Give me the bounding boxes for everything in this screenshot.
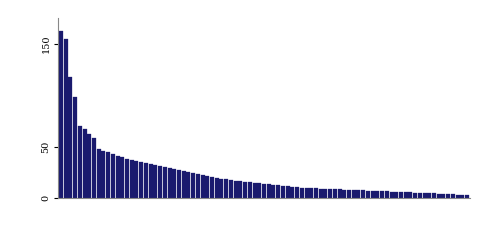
- Bar: [347, 190, 351, 198]
- Bar: [408, 192, 412, 198]
- Bar: [281, 186, 285, 198]
- Bar: [456, 194, 460, 198]
- Bar: [252, 182, 257, 198]
- Bar: [154, 165, 157, 198]
- Bar: [286, 186, 289, 198]
- Bar: [357, 190, 360, 198]
- Bar: [442, 194, 445, 198]
- Bar: [257, 183, 261, 198]
- Bar: [149, 164, 153, 198]
- Bar: [68, 77, 72, 198]
- Bar: [465, 195, 469, 198]
- Bar: [139, 162, 143, 198]
- Bar: [276, 185, 280, 198]
- Bar: [290, 187, 294, 198]
- Bar: [59, 31, 63, 198]
- Bar: [314, 188, 318, 198]
- Bar: [324, 189, 327, 198]
- Bar: [309, 188, 313, 198]
- Bar: [229, 180, 233, 198]
- Bar: [234, 180, 238, 198]
- Bar: [78, 126, 82, 198]
- Bar: [295, 187, 299, 198]
- Bar: [371, 191, 374, 198]
- Bar: [333, 189, 337, 198]
- Bar: [262, 184, 266, 198]
- Bar: [385, 191, 389, 198]
- Bar: [73, 97, 77, 198]
- Bar: [224, 180, 228, 198]
- Bar: [432, 194, 436, 198]
- Bar: [186, 172, 191, 198]
- Bar: [239, 181, 242, 198]
- Bar: [101, 151, 106, 198]
- Bar: [158, 166, 162, 198]
- Bar: [394, 192, 398, 198]
- Bar: [96, 149, 101, 198]
- Bar: [328, 189, 332, 198]
- Bar: [319, 189, 323, 198]
- Bar: [163, 167, 167, 198]
- Bar: [196, 174, 200, 198]
- Bar: [201, 175, 204, 198]
- Bar: [437, 194, 441, 198]
- Bar: [427, 193, 432, 198]
- Bar: [172, 169, 176, 198]
- Bar: [271, 185, 276, 198]
- Bar: [191, 173, 195, 198]
- Bar: [219, 179, 224, 198]
- Bar: [375, 191, 379, 198]
- Bar: [352, 190, 356, 198]
- Bar: [83, 129, 86, 198]
- Bar: [361, 190, 365, 198]
- Bar: [366, 191, 370, 198]
- Bar: [144, 163, 148, 198]
- Bar: [451, 194, 455, 198]
- Bar: [92, 138, 96, 198]
- Bar: [413, 193, 417, 198]
- Bar: [404, 192, 408, 198]
- Bar: [337, 189, 342, 198]
- Bar: [182, 171, 186, 198]
- Bar: [106, 152, 110, 198]
- Bar: [125, 159, 129, 198]
- Bar: [215, 178, 219, 198]
- Bar: [460, 195, 464, 198]
- Bar: [116, 156, 120, 198]
- Bar: [300, 188, 304, 198]
- Bar: [120, 157, 124, 198]
- Bar: [205, 176, 209, 198]
- Bar: [418, 193, 422, 198]
- Bar: [177, 170, 181, 198]
- Bar: [389, 192, 394, 198]
- Bar: [342, 190, 346, 198]
- Bar: [64, 38, 68, 198]
- Bar: [168, 168, 171, 198]
- Bar: [130, 160, 134, 198]
- Bar: [111, 154, 115, 198]
- Bar: [87, 134, 91, 198]
- Bar: [380, 191, 384, 198]
- Bar: [422, 193, 427, 198]
- Bar: [304, 188, 309, 198]
- Bar: [446, 194, 450, 198]
- Bar: [248, 182, 252, 198]
- Bar: [243, 182, 247, 198]
- Bar: [399, 192, 403, 198]
- Bar: [267, 184, 271, 198]
- Bar: [134, 161, 139, 198]
- Bar: [210, 178, 214, 198]
